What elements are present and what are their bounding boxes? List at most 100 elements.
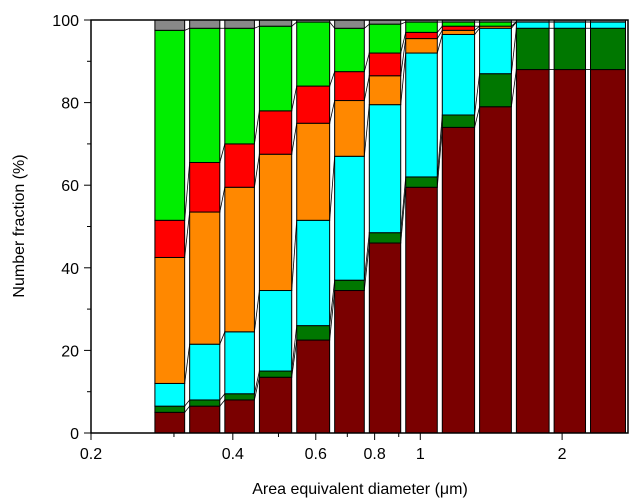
bar-segment [479, 73, 512, 108]
connector-line [254, 25, 260, 29]
bar-segment [405, 38, 438, 54]
bar-segment [479, 21, 512, 27]
connector-line [291, 123, 298, 155]
bar-segment [334, 19, 365, 29]
connector-line [400, 53, 407, 105]
bar-segment [368, 104, 402, 234]
bar-segment [296, 122, 331, 221]
bar-segment [368, 23, 402, 54]
bar-segment [334, 279, 365, 292]
bar-segment [590, 21, 627, 29]
y-axis-title: Number fraction (%) [11, 154, 28, 297]
connector-line [363, 232, 370, 281]
bar-segment [189, 399, 221, 407]
bar-segment [479, 106, 512, 434]
x-axis-title: Area equivalent diameter (μm) [252, 481, 468, 498]
bar-segment [258, 19, 293, 27]
bar-segment [296, 339, 331, 434]
connector-line [436, 25, 443, 33]
bar-segment [334, 100, 365, 157]
bar-segment [224, 186, 255, 333]
connector-line [400, 38, 407, 76]
connector-line [474, 25, 480, 31]
bar-segment [515, 21, 550, 29]
bar-segment [189, 343, 221, 401]
bar-segment [553, 27, 587, 71]
bar-segment [334, 155, 365, 281]
x-tick-label: 0.4 [222, 446, 244, 463]
x-tick-label: 0.2 [80, 446, 102, 463]
connector-line [219, 187, 226, 213]
bar-segment [154, 219, 186, 258]
connector-line [184, 405, 190, 413]
x-tick-label: 1 [416, 446, 425, 463]
bar-segment [189, 405, 221, 434]
bar-segment [154, 29, 186, 221]
connector-line [219, 331, 226, 345]
bar-segment [154, 411, 186, 434]
x-tick-label: 0.6 [305, 446, 327, 463]
x-tick-label: 0.8 [364, 446, 386, 463]
connector-line [219, 143, 226, 163]
bar-segment [553, 69, 587, 434]
connector-line [291, 86, 298, 111]
x-axis: 0.2 0.4 0.6 0.8 1 2 [80, 433, 567, 463]
bar-segment [296, 85, 331, 124]
connector-line [184, 27, 190, 31]
connector-line [291, 21, 297, 27]
bar-segment [154, 19, 186, 31]
bar-segment [441, 126, 476, 434]
connector-line [510, 69, 517, 107]
connector-line [329, 290, 336, 341]
bar-segment [405, 21, 438, 33]
connector-line [400, 21, 406, 25]
connector-line [291, 340, 298, 378]
bar-segment [154, 382, 186, 407]
connector-line [363, 52, 370, 72]
bar-segment [405, 186, 438, 434]
connector-line [400, 187, 407, 244]
bar-segment [368, 75, 402, 106]
bar-segment [441, 114, 476, 128]
connector-line [400, 32, 407, 54]
bar-segment [258, 110, 293, 155]
bar-segment [258, 153, 293, 292]
connector-line [254, 370, 260, 394]
bar-segment [258, 290, 293, 372]
y-tick-label: 80 [61, 96, 79, 113]
y-tick-label: 0 [70, 426, 79, 443]
bar-segment [441, 33, 476, 116]
connector-line [474, 28, 480, 35]
connector-line [254, 377, 260, 401]
connector-line [436, 30, 443, 39]
connector-line [184, 211, 191, 258]
connectors-layer [184, 21, 591, 413]
connector-line [329, 71, 336, 87]
bar-segment [441, 29, 476, 35]
connector-line [510, 28, 517, 74]
bar-segment [224, 399, 255, 434]
bar-segment [189, 19, 221, 29]
bar-segment [258, 376, 293, 434]
bar-segment [368, 242, 402, 434]
bar-segment [515, 27, 550, 71]
connector-line [363, 242, 370, 291]
bar-segment [405, 31, 438, 40]
connector-line [329, 156, 336, 221]
y-axis: 0 20 40 60 80 100 [52, 13, 91, 443]
bar-segment [441, 25, 476, 31]
connector-line [329, 21, 335, 29]
bar-segment [368, 232, 402, 244]
connector-line [363, 75, 370, 101]
connector-line [329, 100, 336, 124]
y-tick-label: 20 [61, 343, 79, 360]
x-tick-label: 2 [558, 446, 567, 463]
connector-line [436, 127, 443, 188]
bar-segment [334, 290, 365, 434]
bar-segment [515, 69, 550, 434]
bar-segment [479, 27, 512, 75]
bar-segment [224, 143, 255, 188]
connector-line [291, 325, 298, 372]
bar-segment [224, 331, 255, 395]
